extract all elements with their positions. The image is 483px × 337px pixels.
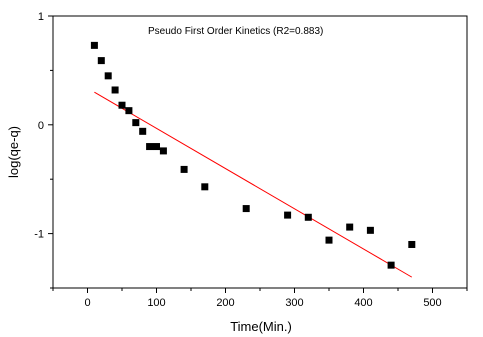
x-tick-label: 200 [216,297,234,309]
data-point [346,223,354,231]
data-point [304,213,312,221]
fit-line-layer [94,91,413,278]
data-points-layer [90,41,416,269]
data-point [159,147,167,155]
data-point [104,72,112,80]
data-point [201,183,209,191]
plot-frame [52,15,468,289]
data-point [90,41,98,49]
data-point [325,236,333,244]
y-tick-label: 0 [38,120,44,132]
x-tick-label: 500 [423,297,441,309]
data-point [132,119,140,127]
data-point [180,165,188,173]
data-point [146,143,154,151]
data-point [408,240,416,248]
fit-line [94,91,413,278]
y-tick-label: 1 [38,11,44,23]
x-axis-label: Time(Min.) [230,319,292,334]
data-point [118,101,126,109]
data-point [153,143,160,151]
y-axis-ticks: -1 0 1 [34,11,53,289]
data-point [111,86,119,94]
x-tick-label: 300 [285,297,303,309]
x-tick-label: 100 [147,297,165,309]
x-tick-label: 0 [84,297,90,309]
y-tick-label: -1 [34,229,44,241]
x-axis-ticks: 0 100 200 300 400 500 [52,288,468,309]
data-point [97,57,105,65]
x-tick-label: 400 [354,297,372,309]
data-point [387,261,395,269]
data-point [125,107,133,115]
y-axis-label: log(qe-q) [6,126,21,178]
data-point [284,211,292,219]
data-point [366,226,374,234]
chart-title: Pseudo First Order Kinetics (R2=0.883) [148,26,323,37]
data-point [139,127,147,135]
data-point [242,205,250,213]
